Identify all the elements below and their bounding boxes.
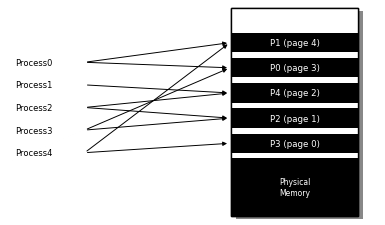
Bar	[231, 84, 358, 103]
Text: Process2: Process2	[15, 104, 53, 112]
Text: P4 (page 2): P4 (page 2)	[270, 89, 320, 98]
Bar	[231, 128, 358, 134]
Text: P2 (page 1): P2 (page 1)	[270, 114, 320, 123]
Text: Process0: Process0	[15, 58, 53, 68]
Bar	[231, 9, 358, 216]
Text: P0 (page 3): P0 (page 3)	[270, 64, 320, 73]
Bar	[231, 34, 358, 53]
Bar	[231, 53, 358, 59]
Bar	[231, 134, 358, 153]
Text: Physical
Memory: Physical Memory	[279, 178, 310, 197]
Bar	[231, 9, 358, 34]
Bar	[231, 158, 358, 216]
Text: P1 (page 4): P1 (page 4)	[270, 39, 320, 48]
Bar	[231, 103, 358, 109]
Bar	[236, 12, 363, 219]
Text: Process1: Process1	[15, 81, 53, 90]
Text: P3 (page 0): P3 (page 0)	[270, 139, 320, 148]
Bar	[231, 109, 358, 128]
Bar	[231, 59, 358, 78]
Bar	[231, 78, 358, 84]
Bar	[231, 9, 358, 216]
Text: Process4: Process4	[15, 148, 53, 157]
Bar	[231, 153, 358, 158]
Text: Process3: Process3	[15, 126, 53, 135]
